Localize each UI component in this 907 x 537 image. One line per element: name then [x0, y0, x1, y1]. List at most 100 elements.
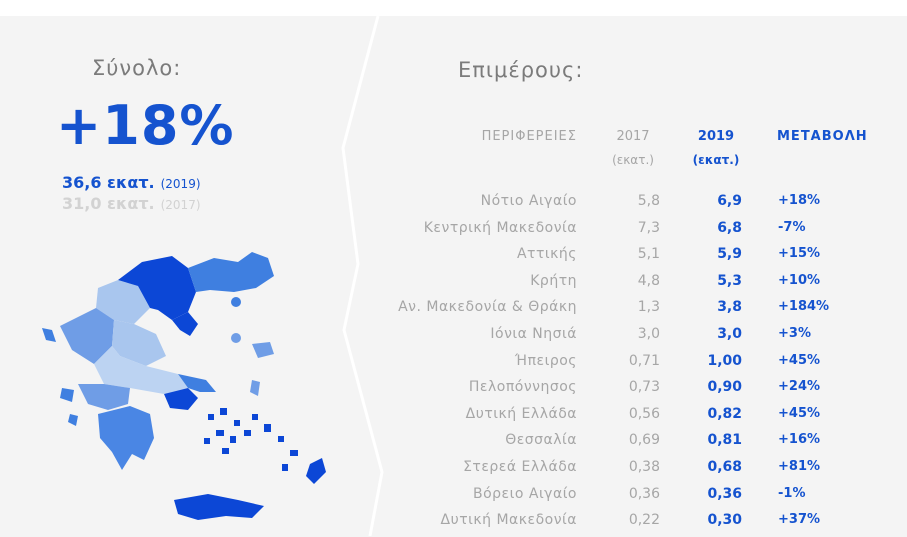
value-2019: 0,82 — [707, 405, 742, 422]
table-row: Δυτική Μακεδονία 0,22 0,30 +37% — [0, 510, 907, 537]
total-change: +18% — [56, 94, 235, 157]
map-region-epirus — [60, 308, 114, 364]
region-name: Δυτική Ελλάδα — [465, 405, 577, 422]
value-2017: 3,0 — [637, 325, 660, 342]
value-2019: 0,36 — [707, 485, 742, 502]
value-2017: 0,22 — [628, 512, 660, 529]
value-2019: 0,68 — [707, 458, 742, 475]
change-value: +45% — [778, 352, 821, 368]
region-name: Αν. Μακεδονία & Θράκη — [398, 299, 577, 316]
region-name: Στερεά Ελλάδα — [463, 458, 577, 475]
map-region-attica — [164, 388, 198, 410]
map-island-lesvos — [252, 342, 274, 358]
change-value: +16% — [778, 432, 821, 448]
map-region-chalkidiki — [172, 312, 198, 336]
value-2017: 0,38 — [628, 458, 660, 475]
map-island-thasos — [231, 297, 241, 307]
map-cyclades — [204, 408, 298, 471]
map-island-crete — [174, 494, 264, 520]
change-value: +24% — [778, 379, 821, 395]
table-row: Κεντρική Μακεδονία 7,3 6,8 -7% — [0, 218, 907, 245]
table-row: Θεσσαλία 0,69 0,81 +16% — [0, 430, 907, 457]
region-name: Ιόνια Νησιά — [490, 325, 577, 342]
value-2017: 0,56 — [628, 405, 660, 422]
change-value: -1% — [778, 485, 806, 501]
total-2019-value: 36,6 εκατ. — [62, 173, 155, 192]
change-value: +10% — [778, 272, 821, 288]
change-value: -7% — [778, 219, 806, 235]
header-2017-year: 2017 — [616, 129, 650, 144]
table-row: Δυτική Ελλάδα 0,56 0,82 +45% — [0, 404, 907, 431]
value-2019: 0,30 — [707, 512, 742, 529]
value-2017: 4,8 — [637, 272, 660, 289]
value-2017: 0,73 — [628, 379, 660, 396]
region-name: Αττικής — [516, 246, 577, 263]
table-row: Πελοπόννησος 0,73 0,90 +24% — [0, 377, 907, 404]
header-2019-unit: (εκατ.) — [692, 153, 740, 167]
map-region-thessaly — [112, 320, 166, 366]
header-region: ΠΕΡΙΦΕΡΕΙΕΣ — [481, 129, 577, 144]
region-name: Κρήτη — [530, 272, 577, 289]
table-row: Στερεά Ελλάδα 0,38 0,68 +81% — [0, 457, 907, 484]
value-2019: 3,0 — [717, 325, 742, 342]
region-name: Νότιο Αιγαίο — [480, 193, 577, 209]
value-2019: 6,9 — [717, 193, 742, 209]
table-row: Κρήτη 4,8 5,3 +10% — [0, 271, 907, 298]
total-2019: 36,6 εκατ. (2019) — [62, 173, 201, 192]
header-2017: 2017 (εκατ.) — [605, 129, 661, 167]
table-row: Αττικής 5,1 5,9 +15% — [0, 244, 907, 271]
table-row: Νότιο Αιγαίο 5,8 6,9 +18% — [0, 191, 907, 218]
total-2017-value: 31,0 εκατ. — [62, 194, 155, 213]
change-value: +45% — [778, 405, 821, 421]
summary-label: Σύνολο: — [92, 56, 182, 80]
value-2019: 5,9 — [717, 246, 742, 263]
map-region-peloponnese — [98, 406, 154, 470]
map-region-west — [96, 280, 150, 324]
map-island-lemnos — [231, 333, 241, 343]
map-island-rhodes — [306, 458, 326, 484]
value-2017: 0,71 — [628, 352, 660, 369]
value-2017: 0,69 — [628, 432, 660, 449]
table-row: Ήπειρος 0,71 1,00 +45% — [0, 351, 907, 378]
map-island-kefalonia — [60, 388, 74, 402]
change-value: +3% — [778, 325, 811, 341]
change-value: +15% — [778, 246, 821, 262]
header-2019: 2019 (εκατ.) — [688, 129, 744, 167]
region-name: Δυτική Μακεδονία — [440, 512, 577, 529]
value-2019: 1,00 — [707, 352, 742, 369]
change-value: +184% — [778, 299, 830, 315]
change-value: +81% — [778, 458, 821, 474]
value-2017: 5,8 — [637, 193, 660, 209]
region-table: Νότιο Αιγαίο 5,8 6,9 +18% Κεντρική Μακεδονί… — [0, 191, 907, 537]
region-name: Θεσσαλία — [505, 432, 577, 449]
details-title: Επιμέρους: — [458, 58, 584, 82]
value-2017: 1,3 — [637, 299, 660, 316]
top-strip — [0, 0, 907, 16]
header-change: ΜΕΤΑΒΟΛΗ — [777, 129, 868, 144]
map-region-central-macedonia — [118, 256, 196, 320]
map-island-corfu — [42, 328, 56, 342]
map-island-zakynthos — [68, 414, 78, 426]
change-value: +37% — [778, 512, 821, 528]
value-2019: 5,3 — [717, 272, 742, 289]
total-2017-year: (2017) — [160, 198, 201, 212]
value-2017: 0,36 — [628, 485, 660, 502]
map-region-west-greece — [78, 384, 130, 410]
value-2017: 7,3 — [637, 219, 660, 236]
region-name: Πελοπόννησος — [468, 379, 577, 396]
region-name: Ήπειρος — [514, 352, 577, 369]
greece-map — [42, 252, 326, 520]
table-row: Ιόνια Νησιά 3,0 3,0 +3% — [0, 324, 907, 351]
header-2019-year: 2019 — [697, 129, 735, 144]
total-2017: 31,0 εκατ. (2017) — [62, 194, 201, 213]
table-row: Αν. Μακεδονία & Θράκη 1,3 3,8 +184% — [0, 297, 907, 324]
region-name: Κεντρική Μακεδονία — [423, 219, 577, 236]
table-row: Βόρειο Αιγαίο 0,36 0,36 -1% — [0, 484, 907, 511]
summary-panel: Σύνολο: +18% 36,6 εκατ. (2019) 31,0 εκατ.… — [0, 0, 370, 536]
total-2019-year: (2019) — [160, 177, 201, 191]
header-2017-unit: (εκατ.) — [612, 153, 654, 167]
value-2019: 0,81 — [707, 432, 742, 449]
value-2019: 0,90 — [707, 379, 742, 396]
region-name: Βόρειο Αιγαίο — [472, 485, 577, 502]
